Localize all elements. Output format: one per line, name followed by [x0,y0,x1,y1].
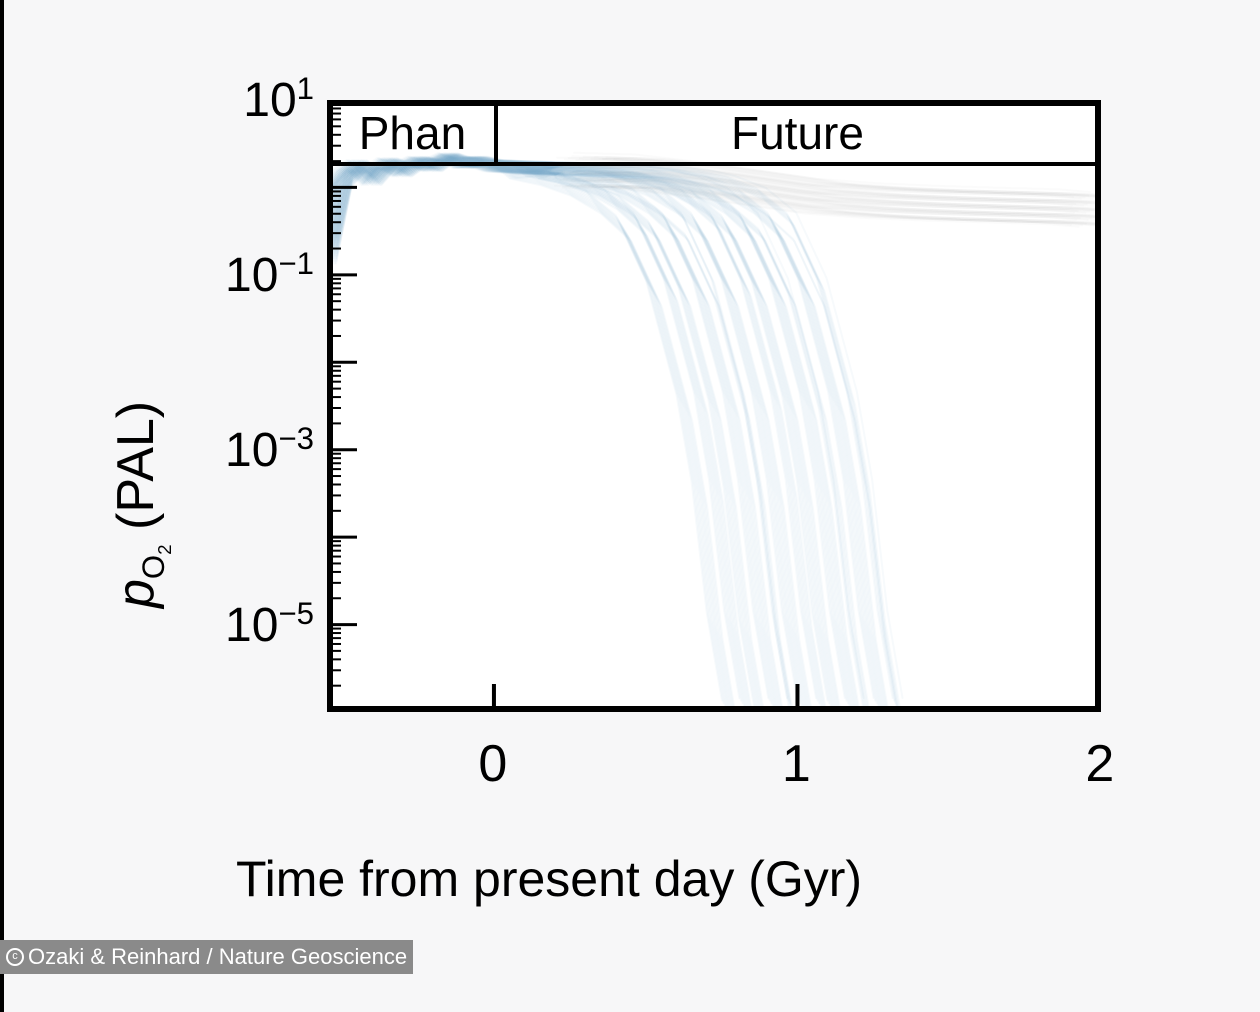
y-axis-label: pO2 (PAL) [106,401,177,608]
y-tick-label: 10−5 [225,596,314,653]
y-tick-label: 10−1 [225,246,314,303]
x-tick-label: 2 [1085,734,1114,794]
credit-text: Ozaki & Reinhard / Nature Geoscience [28,940,407,974]
y-tick-label: 10−3 [225,421,314,478]
image-credit: c Ozaki & Reinhard / Nature Geoscience [0,940,413,974]
x-tick-label: 1 [782,734,811,794]
copyright-icon: c [6,948,24,966]
x-tick-label: 0 [478,734,507,794]
left-edge-bar [0,0,4,1012]
plot-area: Phan Future [327,100,1101,712]
plot-border [327,100,1101,712]
page-root: pO2 (PAL) 101 10−1 10−3 10−5 0 1 2 Time from … [0,0,1260,1012]
x-axis-label: Time from present day (Gyr) [236,850,862,908]
y-tick-label: 101 [243,71,314,128]
